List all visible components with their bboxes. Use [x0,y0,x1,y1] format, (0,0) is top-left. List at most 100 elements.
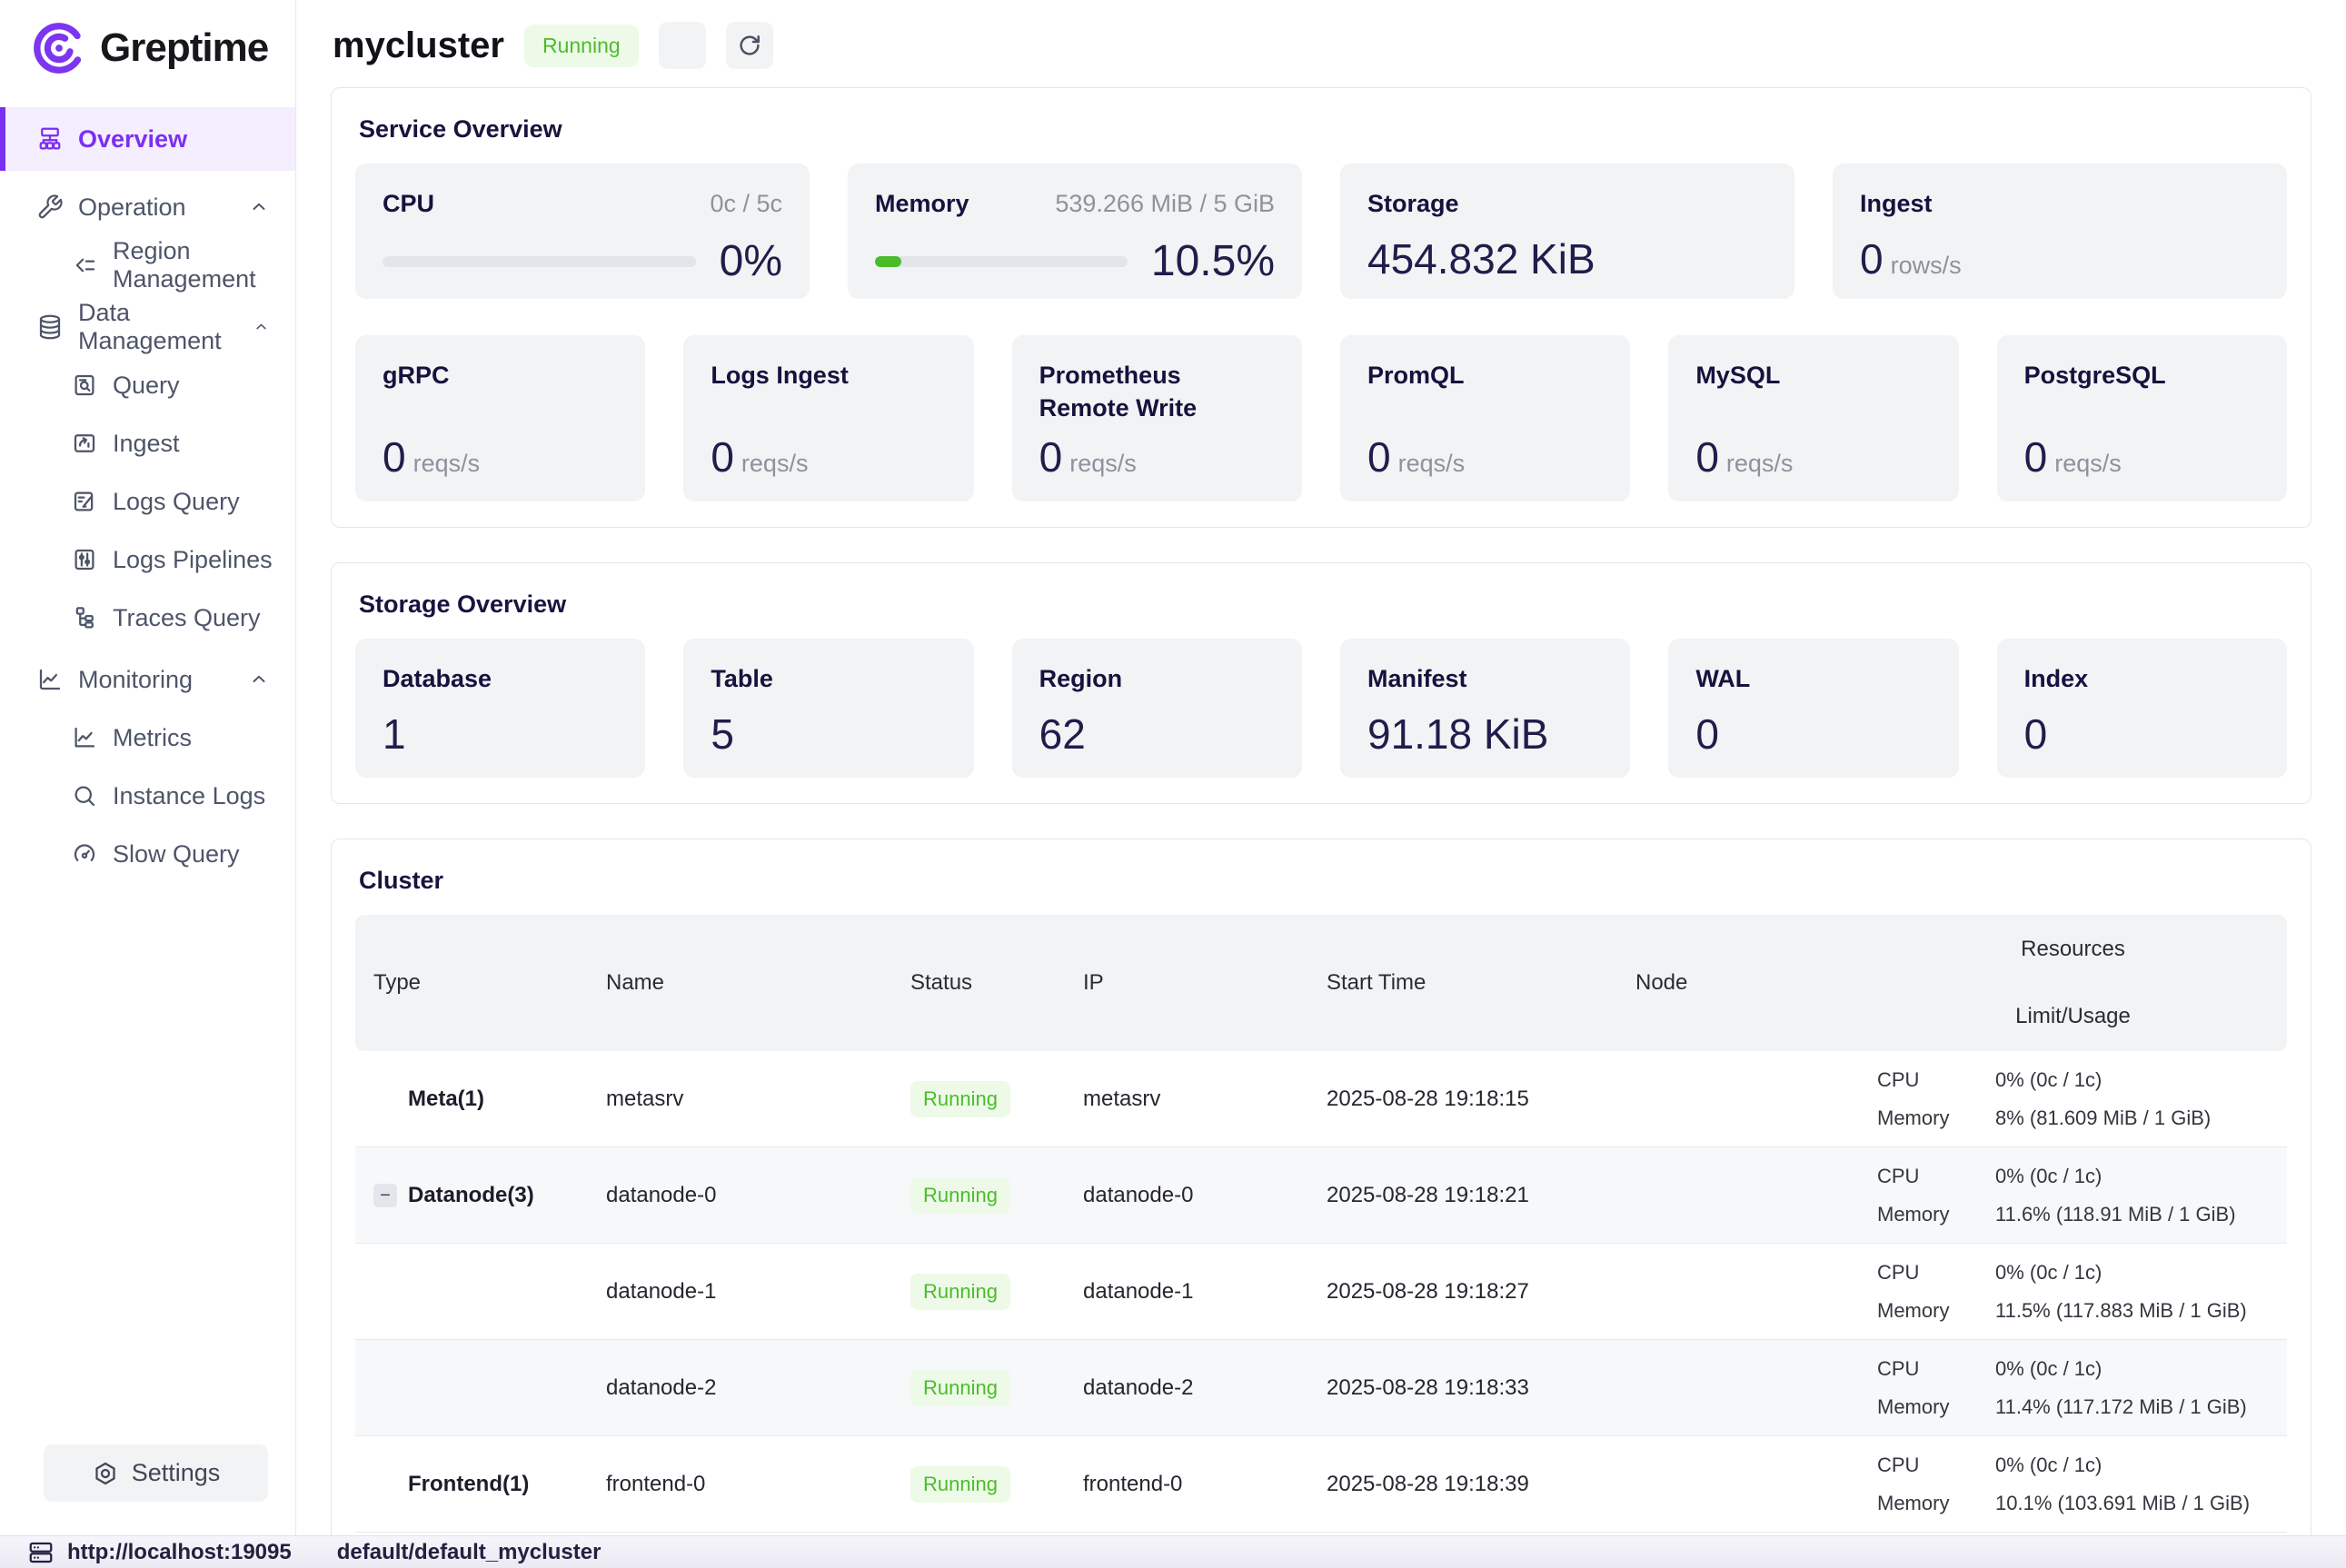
brand-logo: Greptime [0,0,295,76]
sidebar-item-logs-pipelines[interactable]: Logs Pipelines [0,531,295,589]
sliders-icon [71,546,98,573]
col-name: Name [588,970,892,996]
service-rate-cards: gRPC 0reqs/s Logs Ingest 0reqs/s Prometh… [355,335,2287,501]
status-badge: Running [524,25,639,67]
wal-card: WAL 0 [1668,639,1958,778]
brand-name: Greptime [100,25,268,71]
sidebar-item-region-management[interactable]: Region Management [0,236,295,294]
col-ip: IP [1065,970,1308,996]
col-resources: Resources Limit/Usage [1859,937,2287,1029]
cpu-progress-bar [383,256,696,267]
chevron-up-icon[interactable] [248,669,270,690]
sidebar-item-overview[interactable]: Overview [0,107,295,171]
row-status-badge: Running [910,1466,1010,1503]
cluster-table: Type Name Status IP Start Time Node Reso… [355,915,2287,1533]
sidebar-item-label: Traces Query [113,604,261,632]
service-metric-cards: CPU 0c / 5c 0% Memory 539.266 MiB / 5 Gi… [355,164,2287,299]
chart-icon [36,666,64,693]
ingest-unit: rows/s [1891,252,1962,279]
sidebar-item-monitoring[interactable]: Monitoring [0,650,295,709]
table-row-datanode-2: datanode-2 Running datanode-2 2025-08-28… [355,1340,2287,1436]
table-row-meta: Meta(1) metasrv Running metasrv 2025-08-… [355,1051,2287,1147]
row-status-badge: Running [910,1370,1010,1406]
wrench-icon [36,194,64,221]
storage-value: 454.832 KiB [1367,238,1767,280]
tree-icon [71,604,98,631]
service-overview-panel: Service Overview CPU 0c / 5c 0% Memory 5… [331,87,2311,528]
storage-overview-panel: Storage Overview Database 1 Table 5 Regi… [331,562,2311,804]
memory-percent: 10.5% [1151,240,1275,283]
section-title: Cluster [359,867,2287,895]
ingest-card: Ingest 0 rows/s [1833,164,2287,299]
folder-arrow-icon [71,430,98,457]
chevron-up-icon[interactable] [248,196,270,218]
line-chart-icon [71,724,98,751]
chevron-up-icon[interactable] [253,316,270,338]
logs-ingest-card: Logs Ingest 0reqs/s [683,335,973,501]
sidebar-item-label: Overview [78,125,187,154]
sidebar-item-label: Ingest [113,430,180,458]
database-card: Database 1 [355,639,645,778]
sidebar-item-instance-logs[interactable]: Instance Logs [0,767,295,825]
promql-card: PromQL 0reqs/s [1340,335,1630,501]
storage-label: Storage [1367,187,1459,220]
sidebar-item-ingest[interactable]: Ingest [0,414,295,472]
database-path: default/default_mycluster [337,1540,601,1565]
ingest-label: Ingest [1860,187,1933,220]
sidebar-item-label: Instance Logs [113,782,265,810]
section-title: Service Overview [359,115,2287,144]
sidebar-item-metrics[interactable]: Metrics [0,709,295,767]
row-status-badge: Running [910,1177,1010,1214]
document-edit-icon [71,488,98,515]
cpu-percent: 0% [720,240,782,283]
region-card: Region 62 [1012,639,1302,778]
sidebar-item-label: Monitoring [78,666,193,694]
memory-label: Memory [875,187,969,220]
row-status-badge: Running [910,1081,1010,1117]
settings-button[interactable]: Settings [44,1444,268,1502]
sidebar-item-label: Logs Pipelines [113,546,273,574]
main-content: mycluster Running Service Overview CPU 0… [296,0,2346,1568]
refresh-button[interactable] [726,22,773,69]
sidebar-nav: Overview Operation Region Management [0,107,295,883]
table-row-datanode-0: − Datanode(3) datanode-0 Running datanod… [355,1147,2287,1244]
sidebar-item-slow-query[interactable]: Slow Query [0,825,295,883]
sidebar-item-data-management[interactable]: Data Management [0,298,295,356]
cpu-detail: 0c / 5c [710,190,782,218]
sidebar-item-operation[interactable]: Operation [0,178,295,236]
greptime-logo-icon [31,20,87,76]
memory-detail: 539.266 MiB / 5 GiB [1055,190,1275,218]
col-start-time: Start Time [1308,970,1617,996]
sidebar-item-label: Query [113,372,180,400]
manifest-card: Manifest 91.18 KiB [1340,639,1630,778]
ingest-value: 0 [1860,235,1884,283]
page-header: mycluster Running [296,0,2346,87]
header-action-button[interactable] [659,22,706,69]
page-title: mycluster [333,25,504,66]
settings-label: Settings [132,1459,221,1487]
server-url: http://localhost:19095 [67,1540,292,1565]
sidebar-item-label: Slow Query [113,840,240,868]
sidebar-item-query[interactable]: Query [0,356,295,414]
cpu-card: CPU 0c / 5c 0% [355,164,810,299]
col-type: Type [355,970,588,996]
table-row-datanode-1: datanode-1 Running datanode-1 2025-08-28… [355,1244,2287,1340]
gauge-icon [71,840,98,868]
storage-card: Storage 454.832 KiB [1340,164,1794,299]
storage-stat-cards: Database 1 Table 5 Region 62 Manifest 91… [355,639,2287,778]
sidebar-item-traces-query[interactable]: Traces Query [0,589,295,647]
search-icon [71,782,98,809]
memory-progress-bar [875,256,1128,267]
mysql-card: MySQL 0reqs/s [1668,335,1958,501]
collapse-button[interactable]: − [373,1184,397,1207]
refresh-icon [736,32,763,59]
document-search-icon [71,372,98,399]
cpu-label: CPU [383,187,434,220]
table-card: Table 5 [683,639,973,778]
sidebar-item-label: Region Management [113,237,295,293]
sidebar-item-logs-query[interactable]: Logs Query [0,472,295,531]
status-bar: http://localhost:19095 default/default_m… [0,1535,2346,1568]
grpc-card: gRPC 0reqs/s [355,335,645,501]
region-merge-icon [71,252,98,279]
cluster-panel: Cluster Type Name Status IP Start Time N… [331,839,2311,1559]
